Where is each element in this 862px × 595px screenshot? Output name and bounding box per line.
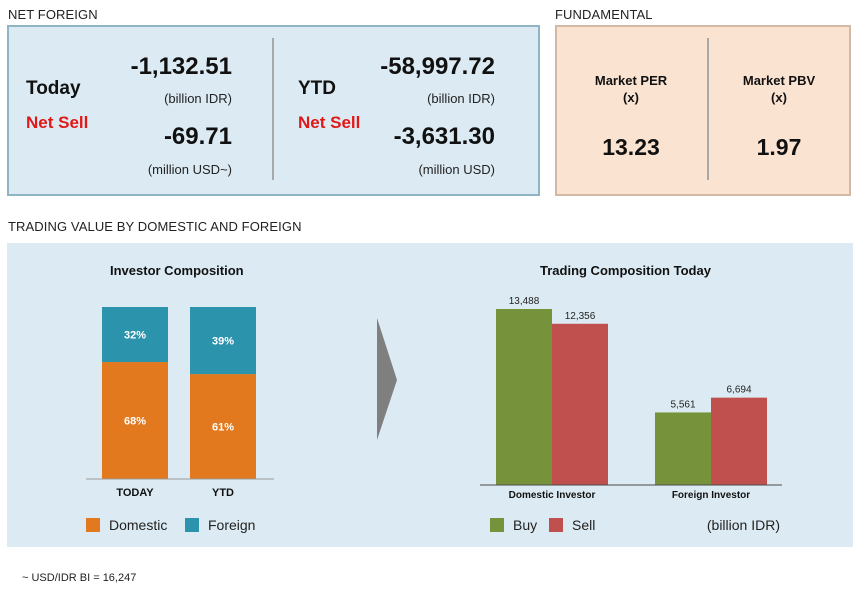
legend-label-foreign: Foreign bbox=[208, 517, 256, 533]
net-foreign-panel: Today Net Sell -1,132.51 (billion IDR) -… bbox=[7, 25, 540, 196]
bar-domestic-ytd bbox=[190, 374, 256, 479]
pbv-label-line2: (x) bbox=[771, 90, 787, 105]
ytd-net-sell: Net Sell bbox=[298, 113, 361, 132]
net-foreign-title: NET FOREIGN bbox=[8, 7, 98, 22]
exchange-rate-footnote: ~ USD/IDR BI = 16,247 bbox=[22, 572, 137, 584]
pbv-label: Market PBV (x) bbox=[709, 72, 849, 106]
legend-swatch-foreign bbox=[185, 518, 199, 532]
legend-label-domestic: Domestic bbox=[109, 517, 168, 533]
data-label-domestic-today: 68% bbox=[124, 416, 146, 428]
fundamental-divider bbox=[707, 38, 709, 180]
bar-foreign-ytd bbox=[190, 307, 256, 375]
data-label-buy-foreign-investor: 5,561 bbox=[670, 399, 695, 410]
today-value-idr: -1,132.51 bbox=[130, 53, 232, 80]
today-unit-idr: (billion IDR) bbox=[164, 91, 232, 106]
legend-swatch-buy bbox=[490, 518, 504, 532]
today-value-usd: -69.71 bbox=[163, 123, 232, 150]
legend-swatch-sell bbox=[549, 518, 563, 532]
bar-domestic-today bbox=[102, 362, 168, 479]
today-unit-usd: (million USD~) bbox=[147, 162, 232, 177]
bar-buy-domestic-investor bbox=[496, 309, 552, 485]
data-label-buy-domestic-investor: 13,488 bbox=[509, 296, 540, 307]
ytd-unit-usd: (million USD) bbox=[418, 162, 495, 177]
per-label: Market PER (x) bbox=[557, 72, 705, 106]
investor-composition-chart: 68% 32% TODAY 61% 39% YTD bbox=[86, 307, 274, 499]
data-label-sell-domestic-investor: 12,356 bbox=[565, 311, 596, 322]
today-net-sell: Net Sell bbox=[26, 113, 89, 132]
legend-label-buy: Buy bbox=[513, 517, 538, 533]
trading-composition-title: Trading Composition Today bbox=[540, 263, 711, 278]
per-value: 13.23 bbox=[602, 134, 660, 160]
data-label-foreign-ytd: 39% bbox=[212, 336, 234, 348]
fundamental-panel: Market PER (x) 13.23 Market PBV (x) 1.97 bbox=[555, 25, 851, 196]
bar-buy-foreign-investor bbox=[655, 412, 711, 485]
investor-composition-title: Investor Composition bbox=[110, 263, 244, 278]
flow-arrow-icon bbox=[377, 318, 397, 440]
tick-label-foreign-investor: Foreign Investor bbox=[672, 490, 750, 501]
bar-sell-foreign-investor bbox=[711, 397, 767, 485]
trading-value-title: TRADING VALUE BY DOMESTIC AND FOREIGN bbox=[8, 219, 302, 234]
legend-label-sell: Sell bbox=[572, 517, 596, 533]
data-label-sell-foreign-investor: 6,694 bbox=[726, 385, 751, 396]
tick-label-domestic-investor: Domestic Investor bbox=[509, 490, 596, 501]
tick-label-ytd: YTD bbox=[212, 487, 234, 499]
per-label-line2: (x) bbox=[623, 90, 639, 105]
per-label-line1: Market PER bbox=[594, 73, 668, 88]
bar-foreign-today bbox=[102, 307, 168, 363]
tick-label-today: TODAY bbox=[116, 487, 154, 499]
trading-composition-unit: (billion IDR) bbox=[706, 517, 780, 533]
pbv-value: 1.97 bbox=[756, 134, 802, 160]
data-label-foreign-today: 32% bbox=[124, 330, 146, 342]
ytd-unit-idr: (billion IDR) bbox=[427, 91, 495, 106]
ytd-label: YTD bbox=[298, 78, 336, 99]
fundamental-title: FUNDAMENTAL bbox=[555, 7, 653, 22]
bar-sell-domestic-investor bbox=[552, 323, 608, 485]
trading-composition-chart: 13,488 12,356 Domestic Investor 5,561 6,694 F… bbox=[480, 296, 782, 501]
net-foreign-divider bbox=[272, 38, 274, 180]
data-label-domestic-ytd: 61% bbox=[212, 422, 234, 434]
ytd-value-idr: -58,997.72 bbox=[380, 53, 495, 80]
pbv-label-line1: Market PBV bbox=[742, 73, 816, 88]
legend-swatch-domestic bbox=[86, 518, 100, 532]
today-label: Today bbox=[26, 78, 81, 99]
ytd-value-usd: -3,631.30 bbox=[393, 123, 495, 150]
